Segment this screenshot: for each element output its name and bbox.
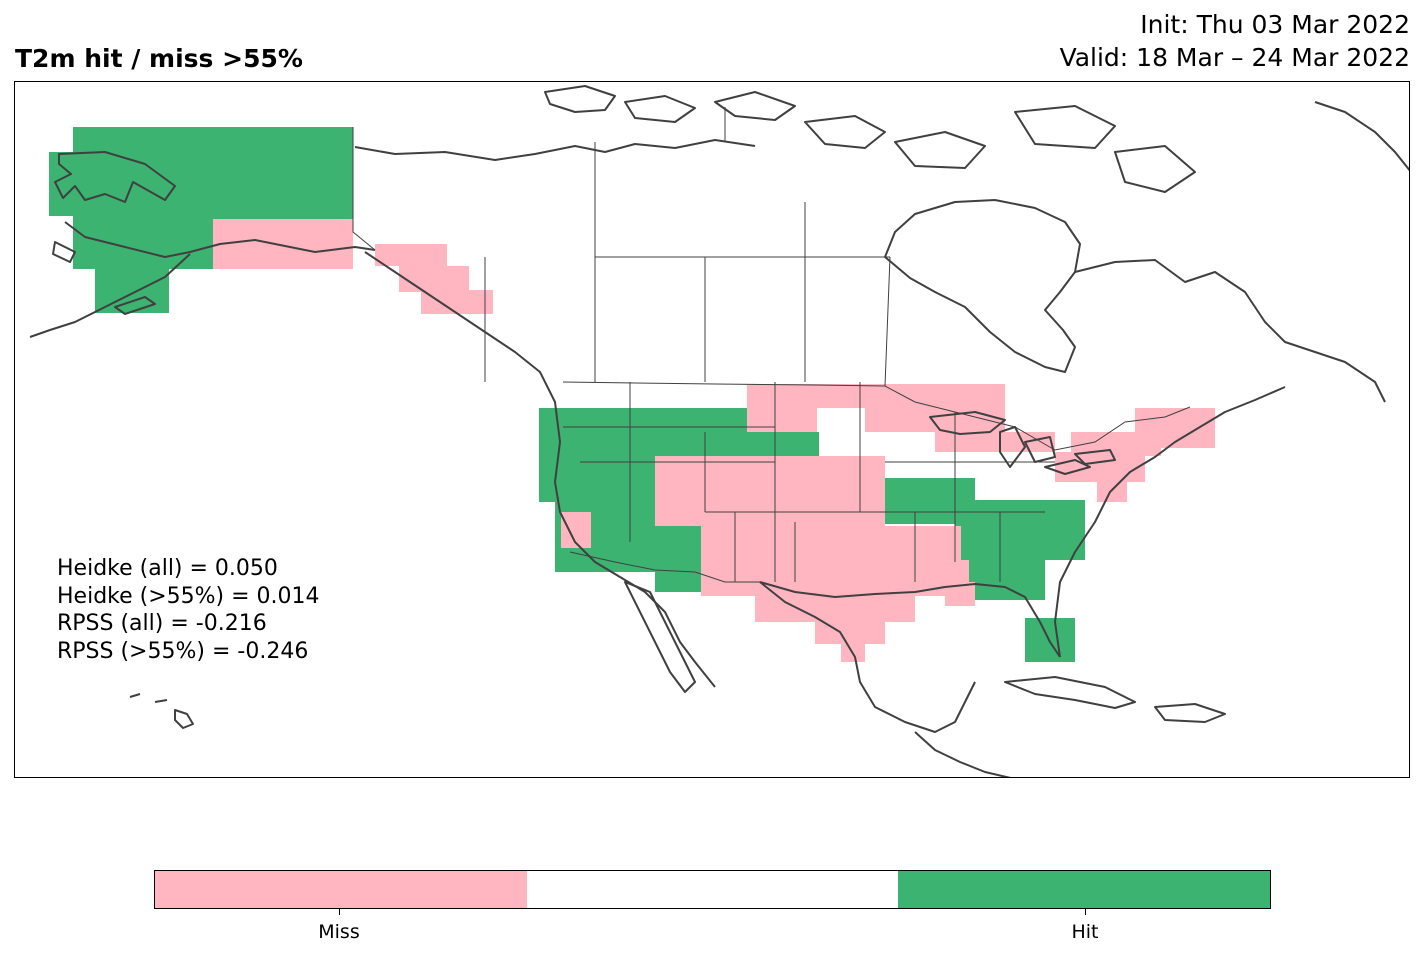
us-mexico-border (569, 551, 760, 583)
score-rpss-55: RPSS (>55%) = -0.246 (57, 638, 309, 664)
cuba (1004, 676, 1136, 709)
score-heidke-55: Heidke (>55%) = 0.014 (57, 583, 320, 609)
valid-range: Valid: 18 Mar – 24 Mar 2022 (1059, 43, 1410, 72)
hit-cell-2 (73, 219, 213, 269)
atlantic-coast (1054, 386, 1286, 658)
alaska-islands (52, 241, 156, 315)
us-states (563, 382, 1055, 582)
miss-cell-11 (935, 432, 1055, 452)
hit-cell-21 (655, 572, 705, 592)
colorbar-label-hit: Hit (1071, 921, 1099, 943)
miss-cell-10 (865, 408, 1005, 432)
colorbar-label-miss: Miss (318, 921, 360, 943)
arctic-islands-2 (804, 105, 1196, 193)
init-date: Init: Thu 03 Mar 2022 (1140, 10, 1410, 39)
hispaniola (1154, 703, 1226, 723)
map-canvas (29, 85, 1409, 777)
canada-arctic-coast (354, 139, 756, 161)
colorbar-tick-miss (339, 909, 340, 915)
hit-cell-0 (73, 127, 353, 219)
colorbar-tick-hit (1085, 909, 1086, 915)
colorbar-miss-segment (155, 871, 527, 908)
labrador-coast (1074, 259, 1386, 403)
political-borders (352, 107, 1191, 583)
baja-california (624, 581, 696, 693)
canada-provinces (484, 107, 891, 387)
forecast-cells (49, 127, 1215, 662)
coastlines (29, 85, 1409, 777)
miss-cell-14 (1055, 452, 1145, 482)
arctic-islands-1 (544, 85, 796, 123)
miss-cell-5 (375, 244, 447, 266)
miss-cell-31 (815, 618, 885, 644)
miss-cell-28 (655, 456, 885, 526)
greenland-edge (1314, 101, 1409, 172)
colorbar-neutral-segment (526, 871, 899, 908)
score-rpss-all: RPSS (all) = -0.216 (57, 611, 267, 636)
mexico-gulf-coast (759, 581, 976, 733)
great-lakes (929, 411, 1116, 475)
score-heidke-all: Heidke (all) = 0.050 (57, 556, 278, 581)
colorbar (154, 870, 1271, 909)
miss-cell-7 (421, 290, 493, 314)
us-canada-border (562, 381, 1191, 451)
alaska-south-coast (64, 221, 376, 258)
alaska-canada-border (352, 127, 376, 251)
hit-cell-24 (955, 500, 1085, 560)
miss-cell-6 (399, 266, 469, 292)
hudson-bay (884, 199, 1081, 373)
miss-cell-8 (747, 384, 1005, 408)
skill-scores: Heidke (all) = 0.050 Heidke (>55%) = 0.0… (57, 555, 320, 665)
miss-cell-9 (747, 408, 817, 432)
hit-cell-1 (49, 152, 73, 216)
miss-cell-3 (213, 219, 353, 269)
alaska-coast (54, 151, 176, 203)
pacific-coast (364, 251, 716, 688)
gulf-coast-us (759, 581, 1061, 658)
colorbar-hit-segment (898, 871, 1271, 908)
alaska-peninsula (29, 253, 191, 338)
central-america (914, 731, 1011, 777)
hawaii (129, 693, 194, 729)
map-title: T2m hit / miss >55% (15, 44, 303, 73)
map-panel (14, 81, 1410, 778)
